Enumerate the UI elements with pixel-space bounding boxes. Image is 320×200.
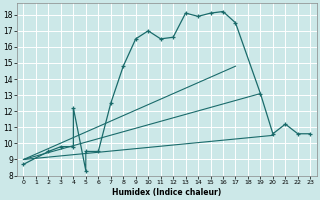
X-axis label: Humidex (Indice chaleur): Humidex (Indice chaleur) bbox=[112, 188, 221, 197]
